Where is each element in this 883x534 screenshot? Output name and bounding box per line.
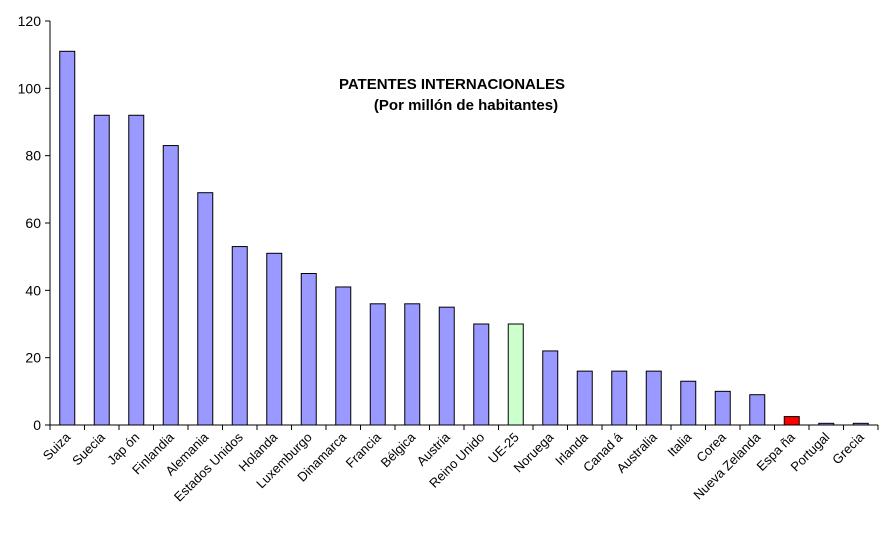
bar xyxy=(231,246,248,426)
axes: 0 20 40 60 80 100 120 xyxy=(18,13,879,433)
bar xyxy=(59,50,76,426)
x-tick-label: Italia xyxy=(664,429,695,460)
x-tick-label: Francia xyxy=(343,429,385,471)
y-tick-label: 40 xyxy=(25,282,41,298)
bar xyxy=(266,252,283,426)
bar xyxy=(162,145,179,426)
bar xyxy=(335,286,352,426)
x-tick-label: Bélgica xyxy=(378,429,419,470)
bar xyxy=(852,422,869,426)
y-tick-label: 60 xyxy=(25,215,41,231)
bar xyxy=(473,323,490,426)
bar xyxy=(749,394,766,426)
y-tick-label: 20 xyxy=(25,350,41,366)
bar xyxy=(783,416,800,426)
bar xyxy=(438,306,455,426)
chart-title: PATENTES INTERNACIONALES xyxy=(339,76,565,93)
bar xyxy=(128,114,145,426)
bar xyxy=(611,370,628,426)
bar xyxy=(93,114,110,426)
bar xyxy=(542,350,559,426)
x-tick-label: Portugal xyxy=(788,429,833,474)
y-tick-label: 0 xyxy=(33,417,41,433)
x-tick-label: Suecia xyxy=(69,429,108,468)
x-tick-label: Grecia xyxy=(829,429,867,467)
bar xyxy=(369,303,386,426)
bars xyxy=(59,50,869,426)
y-tick-label: 120 xyxy=(18,13,42,29)
bar xyxy=(714,390,731,426)
bar xyxy=(404,303,421,426)
bar xyxy=(576,370,593,426)
y-tick-label: 80 xyxy=(25,148,41,164)
bar xyxy=(197,192,214,426)
chart-subtitle: (Por millón de habitantes) xyxy=(374,97,558,114)
bar xyxy=(645,370,662,426)
y-tick-label: 100 xyxy=(18,80,42,96)
bar xyxy=(680,380,697,426)
bar xyxy=(300,273,317,426)
bar xyxy=(507,323,524,426)
bar xyxy=(818,422,835,426)
